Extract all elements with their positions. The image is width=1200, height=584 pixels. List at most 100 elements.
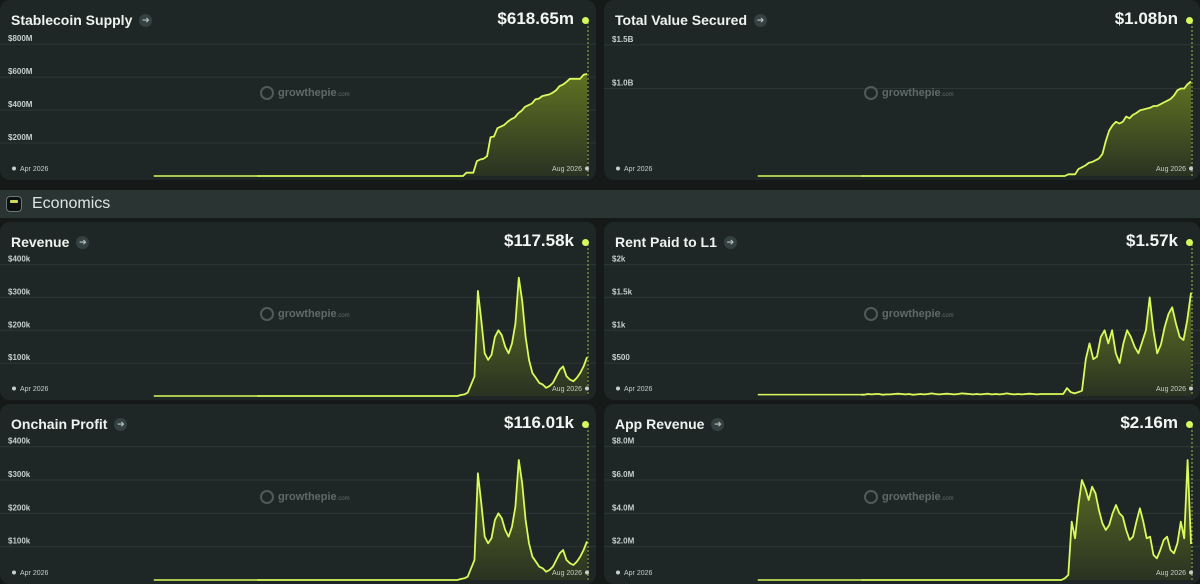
series-line (256, 73, 588, 177)
watermark-suffix: .com (336, 313, 350, 319)
arrow-right-icon[interactable]: ➔ (114, 417, 128, 431)
watermark-brand: growthepie (882, 308, 941, 320)
watermark-brand: growthepie (278, 308, 337, 320)
chart-title-label: Total Value Secured (615, 12, 748, 28)
watermark-text: growthepie.com (278, 308, 350, 320)
y-tick-label: $400M (8, 100, 33, 109)
series-area (860, 81, 1191, 176)
series-line (860, 292, 1192, 396)
section-header-economics: Economics (0, 190, 1200, 218)
x-end-dot (1189, 570, 1193, 575)
chart-title[interactable]: Stablecoin Supply ➔ (11, 12, 153, 28)
y-tick-label: $2k (612, 255, 626, 264)
y-tick-label: $4.0M (612, 503, 635, 512)
y-tick-label: $300k (8, 287, 31, 296)
y-tick-label: $600M (8, 67, 33, 76)
arrow-right-icon[interactable]: ➔ (754, 13, 768, 27)
x-end-dot (1189, 166, 1193, 171)
chart-plot: $2k $1.5k $1k $500 Apr 2026 Aug 2026 (604, 244, 1200, 396)
arrow-right-icon[interactable]: ➔ (76, 235, 90, 249)
watermark: growthepie.com (260, 307, 350, 321)
chart-title-label: Onchain Profit (11, 416, 108, 432)
chart-card-stablecoin-supply[interactable]: Stablecoin Supply ➔ $618.65m $800M $600M $400… (0, 0, 596, 180)
current-value-dot (582, 239, 589, 246)
y-tick-label: $300k (8, 470, 31, 479)
arrow-right-icon[interactable]: ➔ (139, 13, 153, 27)
economics-icon (6, 196, 22, 212)
series-area (256, 277, 587, 396)
chart-title[interactable]: Onchain Profit ➔ (11, 416, 128, 432)
series-area (860, 460, 1191, 580)
y-tick-label: $500 (612, 353, 630, 362)
chart-card-rent-paid-to-l1[interactable]: Rent Paid to L1 ➔ $1.57k $2k $1.5k $1k $500 Apr… (604, 222, 1200, 400)
growthepie-logo-icon (260, 490, 274, 504)
y-tick-label: $1k (612, 320, 626, 329)
watermark-text: growthepie.com (882, 491, 954, 503)
growthepie-logo-icon (260, 86, 274, 100)
chart-title[interactable]: App Revenue ➔ (615, 416, 725, 432)
watermark-brand: growthepie (278, 491, 337, 503)
series-area (256, 73, 587, 176)
chart-title[interactable]: Revenue ➔ (11, 234, 90, 250)
chart-current-value: $1.57k (1126, 231, 1178, 250)
chart-plot: $800M $600M $400M $200M Apr 2026 Aug 2026 (0, 22, 596, 177)
watermark: growthepie.com (864, 307, 954, 321)
watermark-text: growthepie.com (882, 308, 954, 320)
x-start-label: Apr 2026 (20, 166, 49, 173)
watermark-text: growthepie.com (882, 87, 954, 99)
y-tick-label: $8.0M (612, 437, 635, 446)
chart-card-revenue[interactable]: Revenue ➔ $117.58k $400k $300k $200k $100k Apr … (0, 222, 596, 400)
x-start-label: Apr 2026 (20, 570, 49, 577)
watermark-brand: growthepie (882, 87, 941, 99)
y-tick-label: $1.0B (612, 79, 634, 88)
y-tick-label: $2.0M (612, 537, 635, 546)
chart-plot: $400k $300k $200k $100k Apr 2026 Aug 2026 (0, 426, 596, 581)
x-end-dot (1189, 386, 1193, 391)
y-tick-label: $200M (8, 133, 33, 142)
arrow-right-icon[interactable]: ➔ (723, 235, 737, 249)
x-end-dot (585, 166, 589, 171)
y-tick-label: $800M (8, 34, 33, 43)
x-start-dot (616, 570, 620, 575)
current-value-dot (582, 421, 589, 428)
watermark-text: growthepie.com (278, 491, 350, 503)
current-value-dot (1186, 239, 1193, 246)
x-end-label: Aug 2026 (1156, 570, 1186, 577)
series-line (256, 459, 588, 581)
chart-card-app-revenue[interactable]: App Revenue ➔ $2.16m $8.0M $6.0M $4.0M $2.0M Ap… (604, 404, 1200, 584)
x-end-label: Aug 2026 (1156, 166, 1186, 173)
y-tick-label: $100k (8, 353, 31, 362)
x-end-label: Aug 2026 (1156, 386, 1186, 393)
arrow-right-icon[interactable]: ➔ (711, 417, 725, 431)
chart-plot: $400k $300k $200k $100k Apr 2026 Aug 2026 (0, 244, 596, 397)
chart-title-label: Rent Paid to L1 (615, 234, 717, 250)
current-value-dot (1186, 421, 1193, 428)
section-title: Economics (32, 195, 111, 212)
x-end-label: Aug 2026 (552, 166, 582, 173)
series-line (256, 276, 588, 397)
chart-title[interactable]: Total Value Secured ➔ (615, 12, 768, 28)
x-start-label: Apr 2026 (624, 166, 653, 173)
x-end-label: Aug 2026 (552, 570, 582, 577)
watermark: growthepie.com (260, 490, 350, 504)
watermark-suffix: .com (940, 313, 954, 319)
x-end-dot (585, 386, 589, 391)
chart-card-onchain-profit[interactable]: Onchain Profit ➔ $116.01k $400k $300k $200k $1… (0, 404, 596, 584)
chart-title[interactable]: Rent Paid to L1 ➔ (615, 234, 737, 250)
chart-title-label: Stablecoin Supply (11, 12, 133, 28)
x-start-dot (616, 386, 620, 391)
x-start-label: Apr 2026 (624, 386, 653, 393)
chart-current-value: $116.01k (504, 413, 574, 432)
chart-current-value: $1.08bn (1114, 9, 1178, 28)
y-tick-label: $400k (8, 437, 31, 446)
chart-card-total-value-secured[interactable]: Total Value Secured➔$1.08bn$1.5B$1.0B$50… (604, 0, 1200, 180)
y-tick-label: $200k (8, 503, 31, 512)
watermark: growthepie.com (864, 490, 954, 504)
x-end-label: Aug 2026 (552, 386, 582, 393)
growthepie-logo-icon (260, 307, 274, 321)
chart-title-label: Revenue (11, 234, 70, 250)
watermark-brand: growthepie (882, 491, 941, 503)
watermark-suffix: .com (336, 92, 350, 98)
y-tick-label: $1.5B (612, 35, 634, 44)
